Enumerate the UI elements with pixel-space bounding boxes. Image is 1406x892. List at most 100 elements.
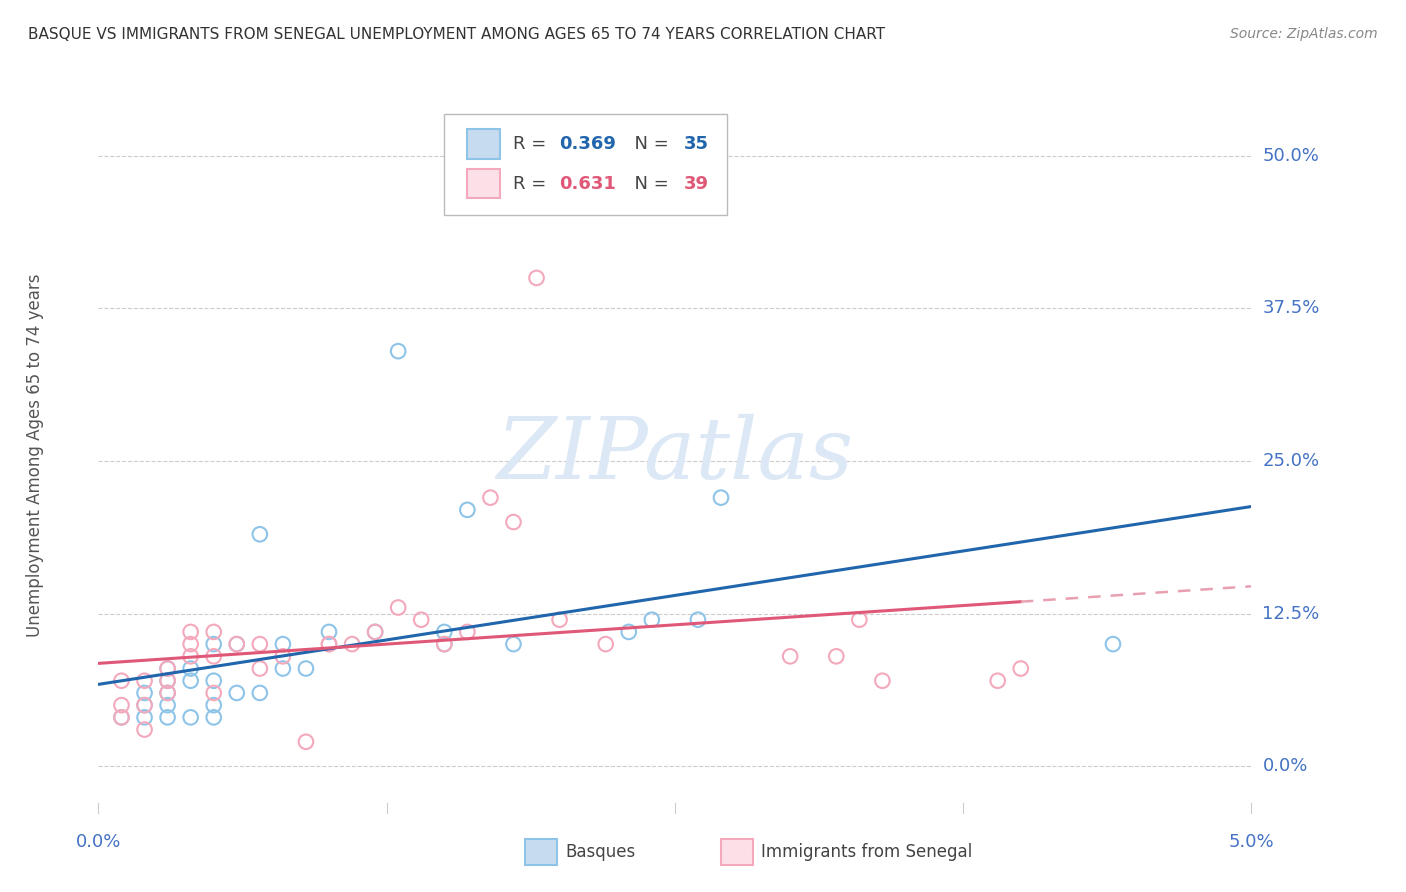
Text: 37.5%: 37.5% [1263, 300, 1320, 318]
Point [340, 637, 363, 651]
Point [110, 710, 132, 724]
Point [271, 637, 294, 651]
Text: Source: ZipAtlas.com: Source: ZipAtlas.com [1230, 27, 1378, 41]
Point [180, 661, 202, 675]
Point [134, 686, 156, 700]
Point [202, 649, 225, 664]
Point [526, 271, 548, 285]
Point [387, 344, 409, 359]
Text: R =: R = [513, 175, 553, 193]
Point [456, 503, 478, 517]
Point [249, 686, 271, 700]
Point [180, 637, 202, 651]
Point [387, 600, 409, 615]
Text: 12.5%: 12.5% [1263, 605, 1320, 623]
Text: N =: N = [623, 175, 675, 193]
Point [779, 649, 801, 664]
Point [848, 613, 870, 627]
FancyBboxPatch shape [721, 839, 754, 865]
Point [134, 698, 156, 713]
Point [825, 649, 848, 664]
Point [110, 673, 132, 688]
Text: R =: R = [513, 135, 553, 153]
Point [502, 515, 524, 529]
Text: N =: N = [623, 135, 675, 153]
Point [156, 673, 179, 688]
Point [318, 624, 340, 639]
Point [202, 698, 225, 713]
Point [134, 710, 156, 724]
Point [433, 637, 456, 651]
Point [156, 686, 179, 700]
Text: 5.0%: 5.0% [1229, 833, 1274, 851]
Text: 25.0%: 25.0% [1263, 452, 1320, 470]
Point [479, 491, 502, 505]
Text: 0.0%: 0.0% [1263, 757, 1308, 775]
Point [180, 624, 202, 639]
Point [456, 624, 478, 639]
Point [180, 649, 202, 664]
Text: Basques: Basques [565, 843, 636, 861]
Point [225, 637, 247, 651]
Point [710, 491, 733, 505]
Text: ZIPatlas: ZIPatlas [496, 414, 853, 496]
Point [225, 686, 247, 700]
Point [595, 637, 617, 651]
Point [433, 637, 456, 651]
Point [156, 710, 179, 724]
Point [134, 723, 156, 737]
Text: Immigrants from Senegal: Immigrants from Senegal [762, 843, 973, 861]
Point [617, 624, 640, 639]
Point [548, 613, 571, 627]
Point [249, 661, 271, 675]
Point [318, 637, 340, 651]
FancyBboxPatch shape [467, 129, 499, 159]
Point [156, 686, 179, 700]
FancyBboxPatch shape [444, 114, 727, 215]
Text: 0.369: 0.369 [560, 135, 616, 153]
Point [202, 710, 225, 724]
Point [318, 637, 340, 651]
Text: BASQUE VS IMMIGRANTS FROM SENEGAL UNEMPLOYMENT AMONG AGES 65 TO 74 YEARS CORRELA: BASQUE VS IMMIGRANTS FROM SENEGAL UNEMPL… [28, 27, 886, 42]
Point [271, 661, 294, 675]
Point [364, 624, 387, 639]
Text: 35: 35 [685, 135, 709, 153]
Text: 50.0%: 50.0% [1263, 147, 1319, 165]
Point [202, 673, 225, 688]
Text: 0.0%: 0.0% [76, 833, 121, 851]
Point [225, 637, 247, 651]
Point [156, 661, 179, 675]
Text: 0.631: 0.631 [560, 175, 616, 193]
Point [156, 673, 179, 688]
Point [134, 698, 156, 713]
Point [1102, 637, 1125, 651]
Point [110, 710, 132, 724]
Point [641, 613, 664, 627]
Point [271, 649, 294, 664]
Point [249, 527, 271, 541]
Point [295, 735, 318, 749]
Text: Unemployment Among Ages 65 to 74 years: Unemployment Among Ages 65 to 74 years [25, 273, 44, 637]
Point [110, 698, 132, 713]
Point [156, 698, 179, 713]
Point [202, 624, 225, 639]
Point [987, 673, 1010, 688]
FancyBboxPatch shape [467, 169, 499, 198]
Point [202, 686, 225, 700]
Point [202, 637, 225, 651]
Text: 39: 39 [685, 175, 709, 193]
Point [502, 637, 524, 651]
Point [249, 637, 271, 651]
Point [134, 673, 156, 688]
FancyBboxPatch shape [524, 839, 557, 865]
Point [156, 661, 179, 675]
Point [1010, 661, 1032, 675]
Point [180, 673, 202, 688]
Point [364, 624, 387, 639]
Point [872, 673, 894, 688]
Point [686, 613, 709, 627]
Point [295, 661, 318, 675]
Point [433, 624, 456, 639]
Point [180, 710, 202, 724]
Point [411, 613, 433, 627]
